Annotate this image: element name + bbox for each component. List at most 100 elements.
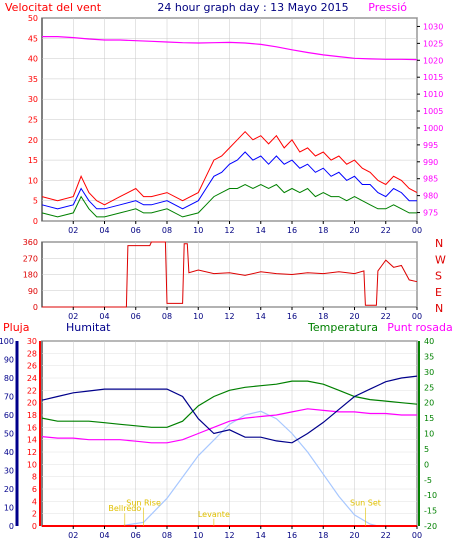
humidity-tick-label: 0 [9,522,14,531]
rain-tick-label: 26 [27,362,37,371]
pressure-tick-label: 975 [423,209,438,218]
wind-time-ticks: 02 04 06 08 10 12 14 16 18 20 22 00 [68,221,422,235]
wind-tick-label: 35 [28,75,38,84]
x-tick-label: 18 [318,226,328,235]
temperature-tick-label: 20 [424,399,434,408]
x-tick-label: 10 [193,531,203,540]
temperature-tick-label: 15 [424,414,434,423]
x-tick-label: 04 [99,312,109,321]
pressure-tick-label: 1015 [423,73,443,82]
sun-event-label: Sun Rise [126,499,161,508]
humidity-tick-label: 90 [4,356,14,365]
x-tick-label: 02 [68,531,78,540]
humidity-tick-label: 50 [4,430,14,439]
rain-tick-label: 18 [27,411,37,420]
pressure-tick-label: 1000 [423,124,443,133]
rain-tick-label: 30 [27,337,37,346]
direction-tick-label: 0 [33,303,38,312]
pressure-tick-label: 1005 [423,107,443,116]
rain-tick-label: 24 [27,374,37,383]
humidity-tick-label: 10 [4,504,14,513]
direction-degree-ticks: 0 90 180 270 360 [23,238,38,312]
humidity-tick-label: 100 [0,337,14,346]
sun-event-label: Sun Set [350,499,381,508]
pressure-axis-title: Pressió [368,1,407,14]
compass-tick-label: S [435,270,442,283]
humidity-tick-label: 20 [4,485,14,494]
x-tick-label: 06 [131,531,141,540]
x-tick-label: 16 [287,226,297,235]
rain-tick-label: 2 [32,510,37,519]
x-tick-label: 04 [99,531,109,540]
x-tick-label: 20 [349,226,359,235]
direction-series-line [42,241,418,308]
x-tick-label: 14 [256,531,266,540]
temperature-ticks: -20 -15 -10 -5 0 5 10 15 20 25 30 35 40 [424,337,437,531]
direction-tick-label: 360 [23,238,38,247]
x-tick-label: 00 [412,226,422,235]
x-tick-label: 06 [131,312,141,321]
wind-tick-label: 50 [28,14,38,23]
rain-tick-label: 4 [32,497,37,506]
temperature-tick-label: -10 [424,491,437,500]
x-tick-label: 12 [224,531,234,540]
x-tick-label: 14 [256,312,266,321]
wind-tick-label: 40 [28,55,38,64]
x-tick-label: 10 [193,226,203,235]
temperature-tick-label: 0 [424,460,429,469]
humidity-series-line [41,375,418,444]
x-tick-label: 20 [349,531,359,540]
wind-tick-label: 45 [28,34,38,43]
x-tick-label: 10 [193,312,203,321]
rain-tick-label: 6 [32,485,37,494]
gust-series-line [41,130,418,206]
pressure-tick-label: 1025 [423,39,443,48]
pressure-tick-label: 990 [423,158,438,167]
wind-tick-label: 25 [28,116,38,125]
temperature-tick-label: 10 [424,430,434,439]
x-tick-label: 08 [162,531,172,540]
humidity-time-ticks: 02 04 06 08 10 12 14 16 18 20 22 00 [68,526,422,540]
chart-title: 24 hour graph day : 13 Mayo 2015 [157,1,348,14]
temperature-tick-label: 25 [424,383,434,392]
humidity-tick-label: 70 [4,393,14,402]
compass-tick-label: E [435,286,442,299]
temperature-tick-label: 35 [424,352,434,361]
x-tick-label: 14 [256,226,266,235]
humidity-legend: Humitat [66,321,111,334]
solar-series-line [42,410,417,527]
x-tick-label: 00 [412,531,422,540]
pressure-tick-label: 995 [423,141,438,150]
humidity-ticks: 0 10 20 30 40 50 60 70 80 90 100 [0,337,14,531]
wind-tick-label: 15 [28,156,38,165]
pressure-tick-label: 1010 [423,90,443,99]
x-tick-label: 22 [381,531,391,540]
rain-tick-label: 22 [27,386,37,395]
wind-tick-label: 20 [28,136,38,145]
x-tick-label: 04 [99,226,109,235]
wind-tick-label: 5 [33,197,38,206]
dewpoint-series-line [41,408,417,444]
x-tick-label: 12 [224,226,234,235]
direction-time-ticks: 02 04 06 08 10 12 14 16 18 20 22 00 [68,307,422,321]
x-tick-label: 02 [68,312,78,321]
x-tick-label: 02 [68,226,78,235]
rain-tick-label: 14 [27,436,37,445]
pressure-ticks: 975 980 985 990 995 1000 1005 1010 1015 1020 1025 1… [417,22,443,218]
rain-tick-label: 16 [27,423,37,432]
compass-tick-label: N [435,237,443,250]
sun-event-label: Bellredo [108,504,141,513]
temperature-tick-label: 5 [424,445,429,454]
rain-tick-label: 0 [32,522,37,531]
x-tick-label: 08 [162,226,172,235]
temperature-tick-label: 40 [424,337,434,346]
rain-legend: Pluja [3,321,29,334]
wind-direction-series [42,241,418,308]
humidity-tick-label: 30 [4,467,14,476]
